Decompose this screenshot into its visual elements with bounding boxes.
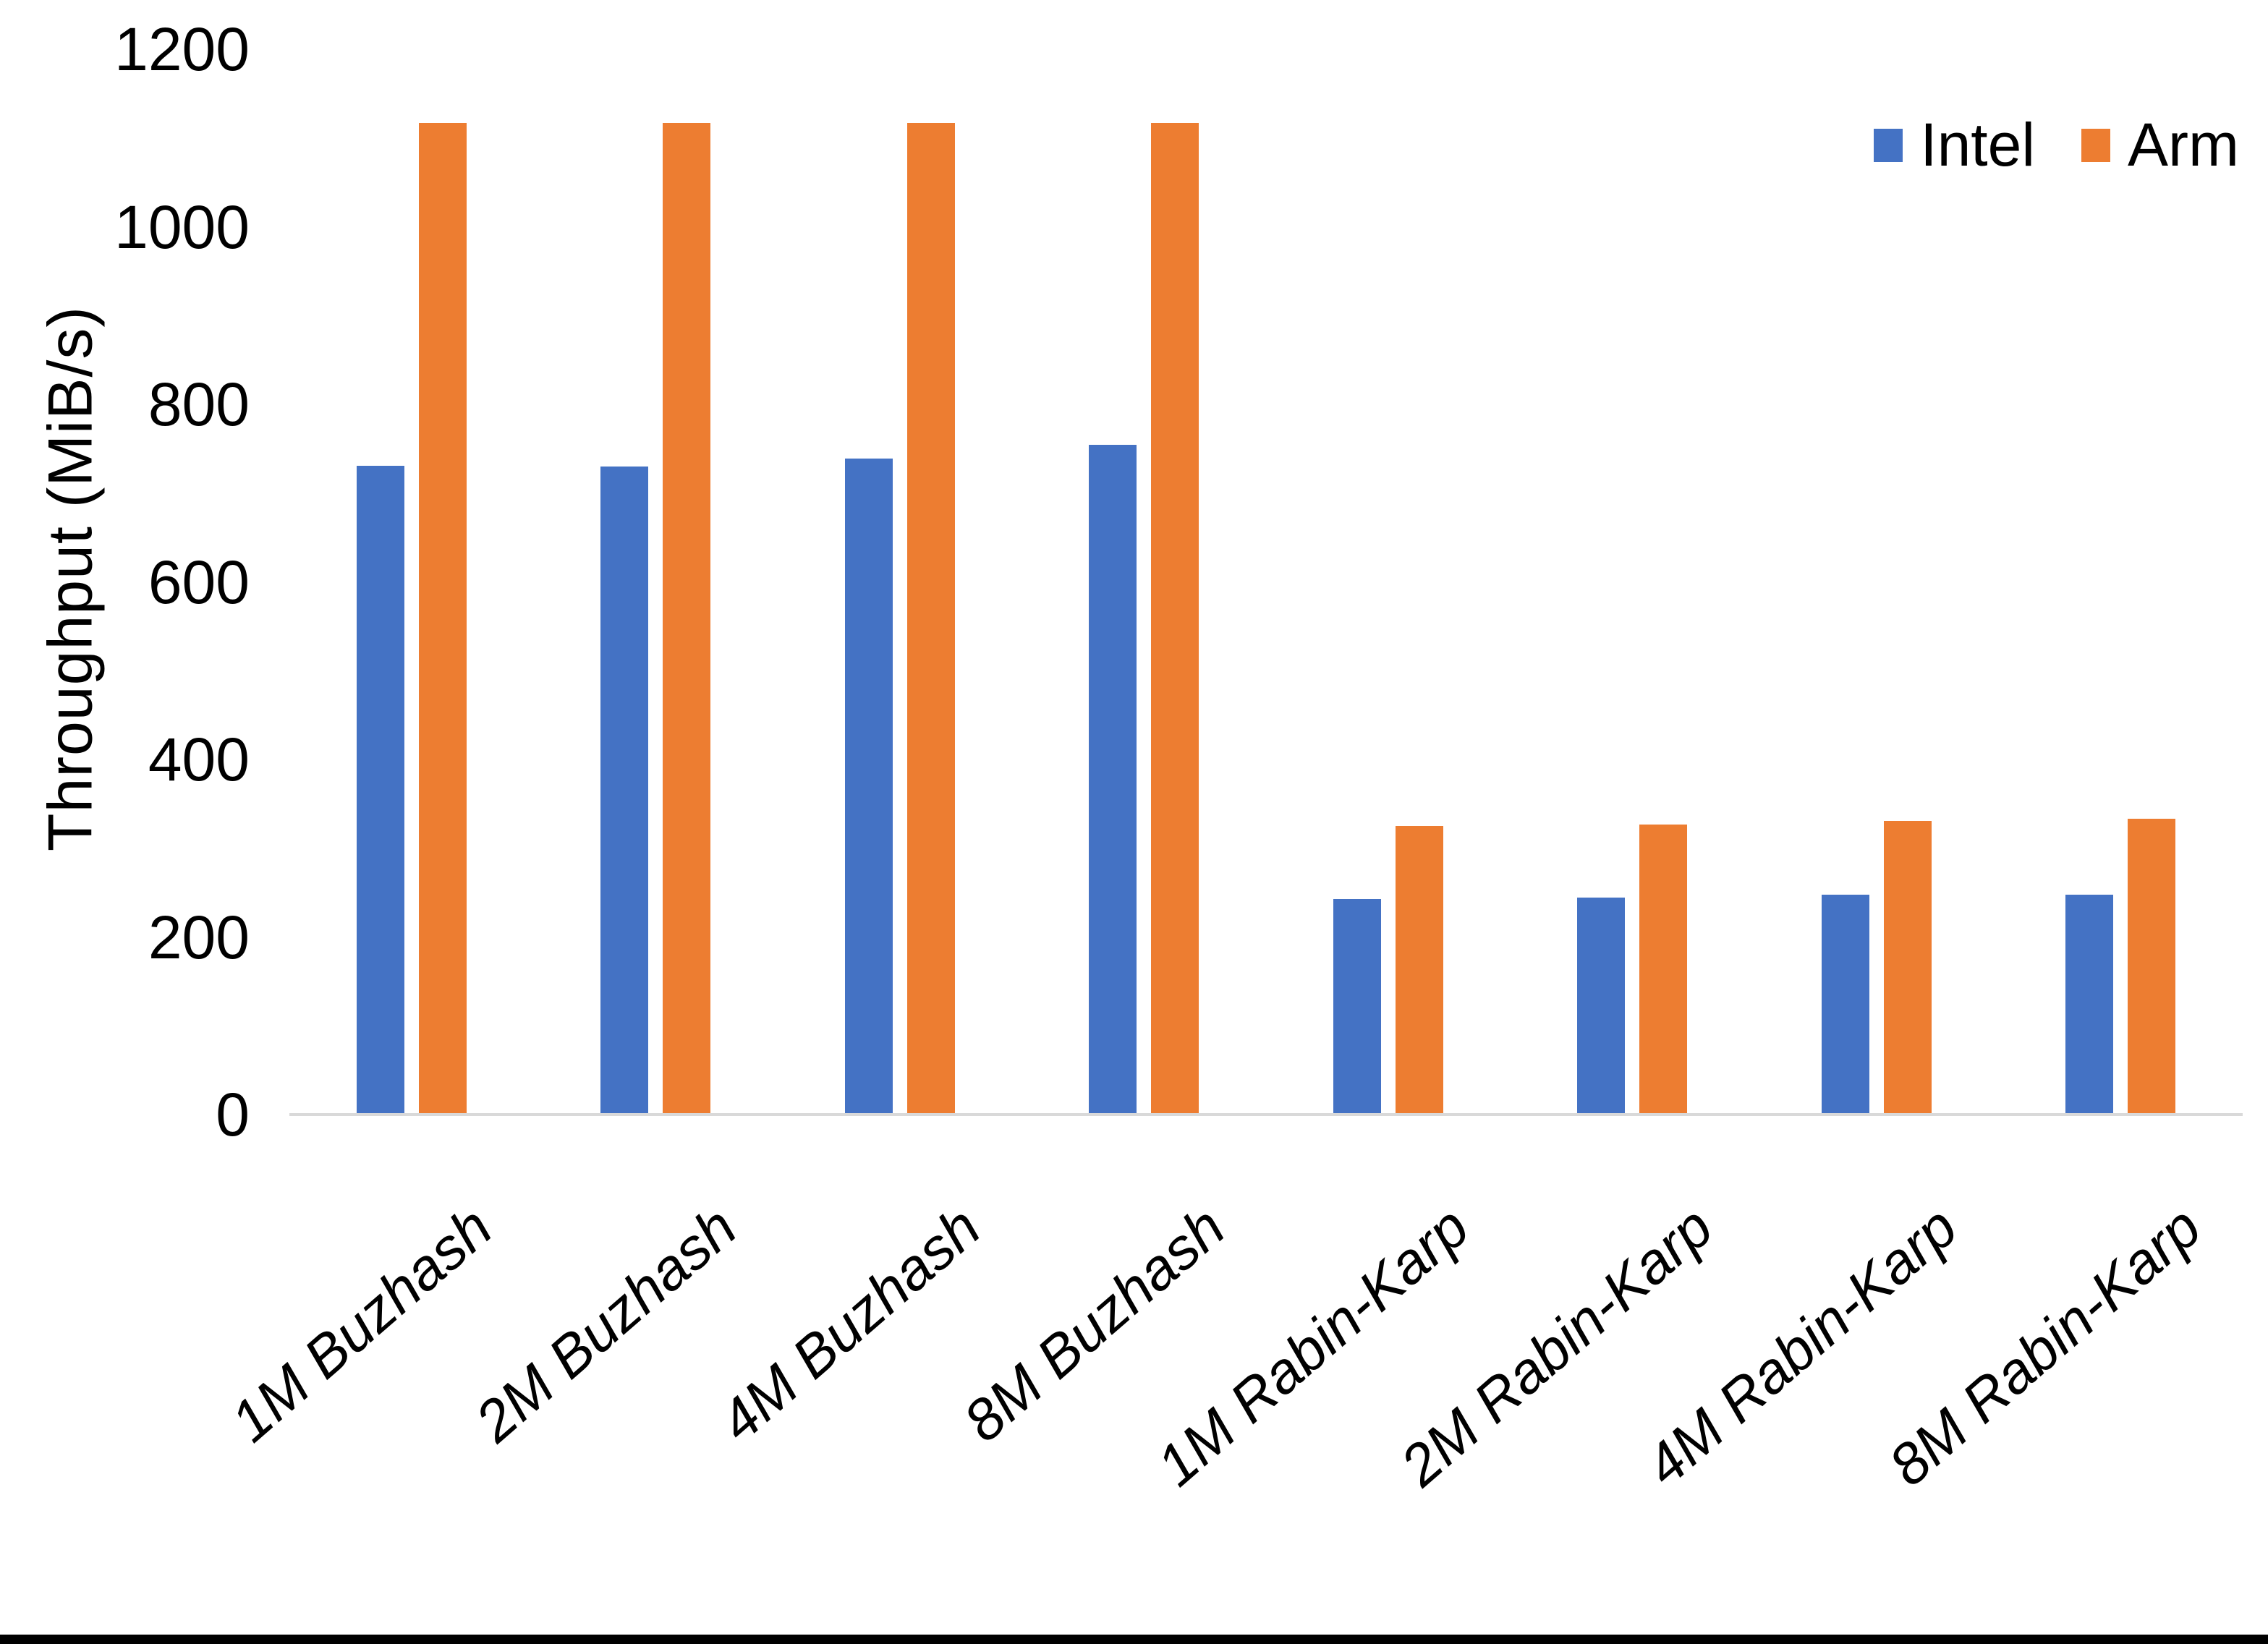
legend: Intel Arm: [1874, 110, 2239, 180]
y-tick-label-0: 0: [216, 1081, 250, 1149]
y-tick-label-600: 600: [148, 548, 250, 616]
bar-group-8m-rabin-karp: [1999, 49, 2243, 1115]
legend-item-arm: Arm: [2081, 110, 2239, 180]
bar-intel-1m-rabin-karp: [1333, 899, 1381, 1115]
y-tick-label-200: 200: [148, 903, 250, 971]
bar-intel-4m-rabin-karp: [1821, 895, 1869, 1115]
bar-intel-2m-buzhash: [600, 467, 649, 1115]
bar-group-1m-rabin-karp: [1266, 49, 1511, 1115]
bar-arm-8m-buzhash: [1151, 123, 1199, 1115]
legend-swatch-arm-icon: [2081, 128, 2111, 162]
bar-arm-1m-rabin-karp: [1395, 826, 1443, 1115]
bar-arm-4m-buzhash: [906, 123, 955, 1115]
legend-item-intel: Intel: [1874, 110, 2035, 180]
bar-arm-8m-rabin-karp: [2128, 819, 2176, 1115]
legend-label-intel: Intel: [1920, 111, 2036, 179]
y-tick-label-400: 400: [148, 725, 250, 793]
y-tick-label-1200: 1200: [114, 15, 250, 83]
bar-intel-1m-buzhash: [356, 466, 404, 1115]
bar-intel-8m-buzhash: [1089, 445, 1137, 1115]
bar-arm-4m-rabin-karp: [1883, 821, 1932, 1115]
bar-group-8m-buzhash: [1022, 49, 1267, 1115]
y-tick-label-800: 800: [148, 370, 250, 438]
bar-group-1m-buzhash: [289, 49, 534, 1115]
legend-swatch-intel-icon: [1874, 128, 1903, 162]
y-tick-label-1000: 1000: [114, 192, 250, 261]
bar-arm-1m-buzhash: [418, 123, 467, 1115]
x-label-4m-buzhash: 4M Buzhash: [707, 1194, 993, 1455]
bottom-border: [0, 1635, 2268, 1644]
x-label-1m-buzhash: 1M Buzhash: [218, 1194, 504, 1455]
bar-group-4m-rabin-karp: [1754, 49, 1999, 1115]
bar-group-4m-buzhash: [778, 49, 1022, 1115]
x-axis-line: [289, 1113, 2243, 1116]
bar-intel-4m-buzhash: [844, 459, 893, 1115]
legend-label-arm: Arm: [2128, 111, 2239, 179]
bar-group-2m-rabin-karp: [1511, 49, 1755, 1115]
plot-area: [289, 49, 2243, 1115]
bar-arm-2m-rabin-karp: [1639, 825, 1688, 1115]
x-label-2m-buzhash: 2M Buzhash: [462, 1194, 748, 1455]
bar-group-2m-buzhash: [534, 49, 778, 1115]
bar-intel-8m-rabin-karp: [2065, 895, 2114, 1115]
bar-arm-2m-buzhash: [663, 123, 711, 1115]
bar-intel-2m-rabin-karp: [1577, 898, 1626, 1115]
